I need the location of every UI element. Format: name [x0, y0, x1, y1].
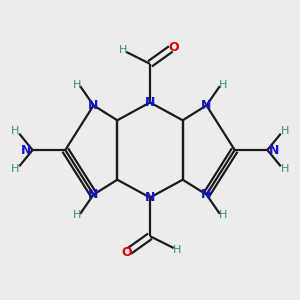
Text: N: N	[201, 99, 212, 112]
Text: N: N	[145, 191, 155, 204]
Text: N: N	[88, 99, 99, 112]
Text: N: N	[145, 96, 155, 109]
Text: N: N	[21, 143, 31, 157]
Text: H: H	[172, 244, 181, 255]
Text: O: O	[121, 246, 131, 259]
Text: H: H	[219, 210, 227, 220]
Text: H: H	[11, 164, 19, 174]
Text: N: N	[269, 143, 279, 157]
Text: O: O	[169, 41, 179, 54]
Text: H: H	[11, 126, 19, 136]
Text: H: H	[219, 80, 227, 90]
Text: H: H	[73, 210, 81, 220]
Text: H: H	[281, 126, 290, 136]
Text: H: H	[73, 80, 81, 90]
Text: H: H	[281, 164, 290, 174]
Text: N: N	[88, 188, 99, 201]
Text: H: H	[119, 45, 128, 56]
Text: N: N	[201, 188, 212, 201]
